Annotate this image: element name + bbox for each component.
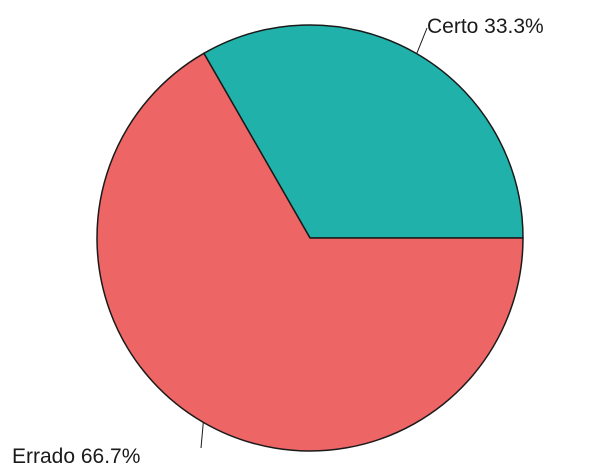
- slice-label-certo: Certo 33.3%: [427, 15, 544, 38]
- slice-label-errado: Errado 66.7%: [12, 445, 140, 468]
- leader-line-errado: [200, 422, 204, 449]
- label-leader-lines: [200, 27, 428, 449]
- pie-slice-certo: [203, 24, 524, 239]
- pie-slices: [96, 24, 524, 452]
- leader-line-certo: [416, 27, 428, 54]
